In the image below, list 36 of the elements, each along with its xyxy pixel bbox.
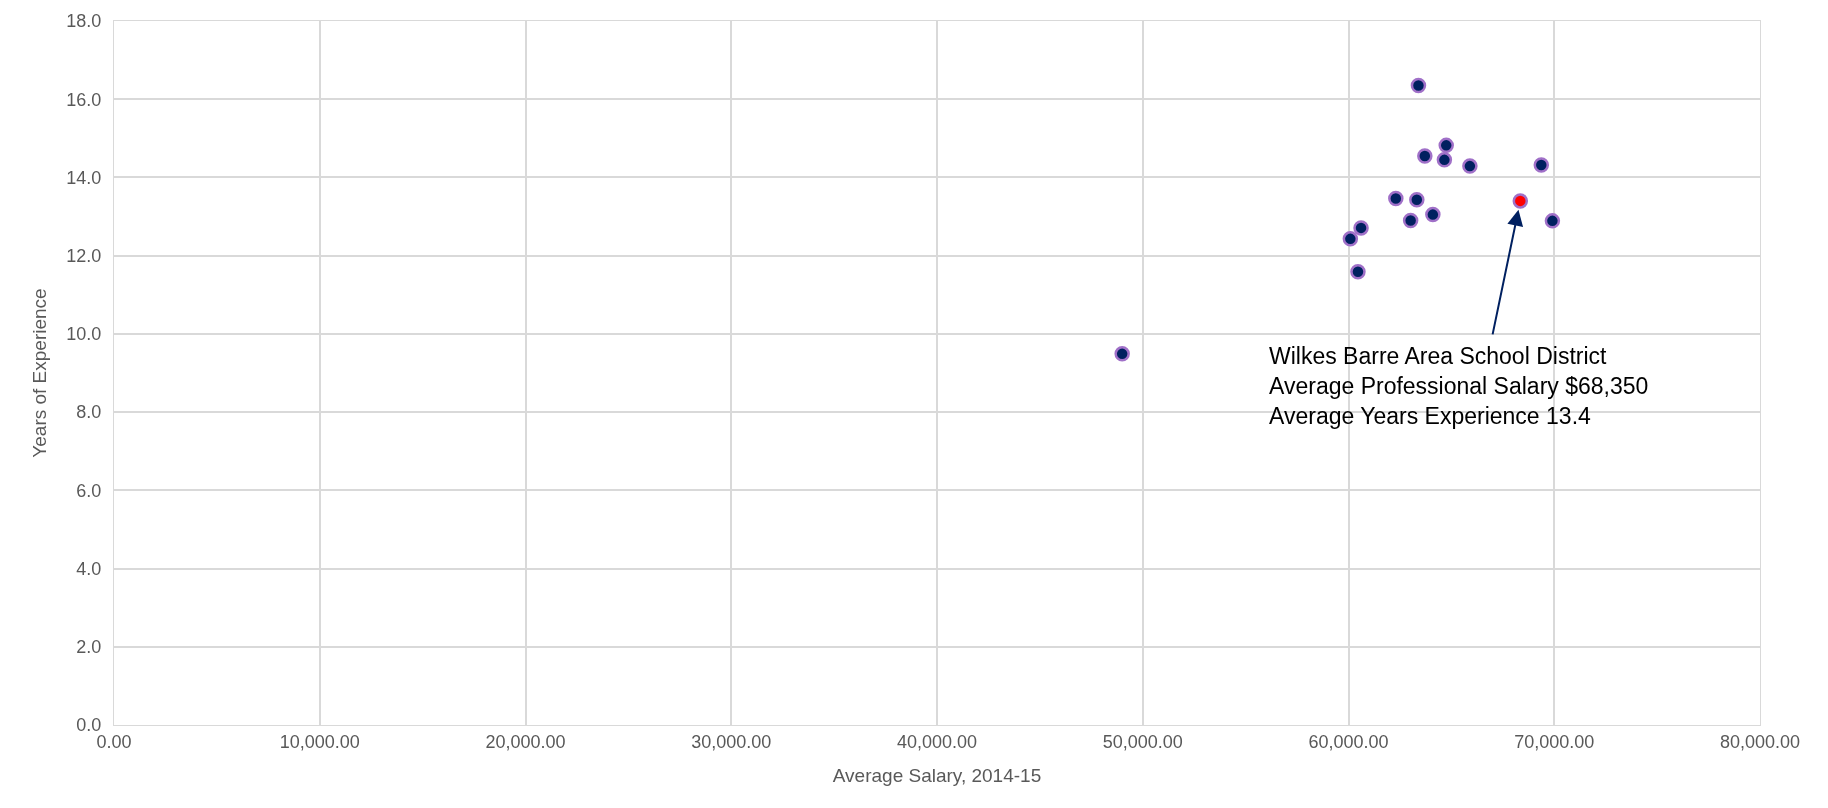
- x-axis-title: Average Salary, 2014-15: [832, 765, 1042, 787]
- y-tick-label: 2.0: [76, 637, 102, 658]
- point: [1425, 206, 1441, 223]
- x-tick-label: 80,000.00: [1719, 731, 1801, 752]
- x-tick-label: 70,000.00: [1514, 731, 1595, 752]
- point: [1417, 148, 1433, 164]
- y-tick-label: 4.0: [76, 558, 102, 579]
- point: [1462, 158, 1478, 174]
- point: [1533, 157, 1550, 173]
- x-tick-label: 60,000.00: [1308, 731, 1389, 752]
- point: [1350, 263, 1366, 280]
- point: [1402, 212, 1419, 229]
- y-tick-label: 12.0: [66, 245, 102, 266]
- point: [1114, 346, 1130, 362]
- point: [1388, 190, 1404, 207]
- x-tick-label: 10,000.00: [279, 731, 360, 752]
- x-tick-label: 20,000.00: [485, 731, 566, 752]
- point: [1409, 191, 1425, 208]
- point: [1512, 193, 1529, 209]
- point: [1544, 213, 1561, 229]
- x-tick-label: 40,000.00: [896, 731, 978, 752]
- point: [1438, 137, 1454, 154]
- y-tick-label: 16.0: [66, 89, 102, 110]
- point: [1410, 77, 1427, 94]
- y-tick-label: 10.0: [66, 324, 102, 345]
- y-tick-label: 14.0: [66, 167, 102, 188]
- annotation: Wilkes Barre Area School District Average Professional Salary $68,350 Average Years Experience 13.4: [1269, 343, 1649, 429]
- y-tick-label: 6.0: [76, 480, 102, 501]
- x-tick-label: 30,000.00: [691, 731, 772, 752]
- point: [1436, 152, 1453, 168]
- x-tick-label: 50,000.00: [1102, 731, 1183, 752]
- point: [1353, 220, 1369, 236]
- point: [1342, 231, 1359, 247]
- y-axis-title: Years of Experience: [29, 288, 51, 458]
- y-tick-label: 8.0: [76, 402, 102, 423]
- y-tick-label: 18.0: [66, 11, 102, 32]
